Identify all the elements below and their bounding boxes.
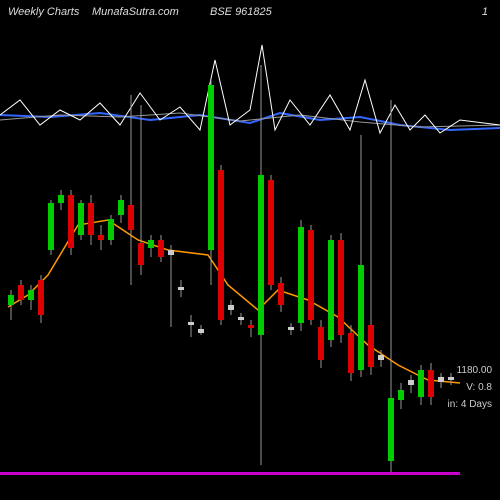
price-label: 1180.00 [457, 365, 492, 376]
orange-ma-line [8, 220, 460, 383]
chart-title: Weekly Charts [8, 6, 79, 18]
chart-page: 1 [482, 6, 488, 18]
white-oscillator-line [0, 45, 500, 133]
chart-ticker: BSE 961825 [210, 6, 272, 18]
indicator-lines [0, 25, 500, 485]
candlestick-chart [0, 25, 500, 485]
period-label: in: 4 Days [448, 399, 492, 410]
chart-header: Weekly Charts MunafaSutra.com BSE 961825… [0, 6, 500, 26]
support-line [0, 472, 460, 475]
chart-source: MunafaSutra.com [92, 6, 179, 18]
gray-ma-line [0, 113, 500, 127]
volume-label: V: 0.8 [466, 382, 492, 393]
blue-ma-line [0, 113, 500, 130]
